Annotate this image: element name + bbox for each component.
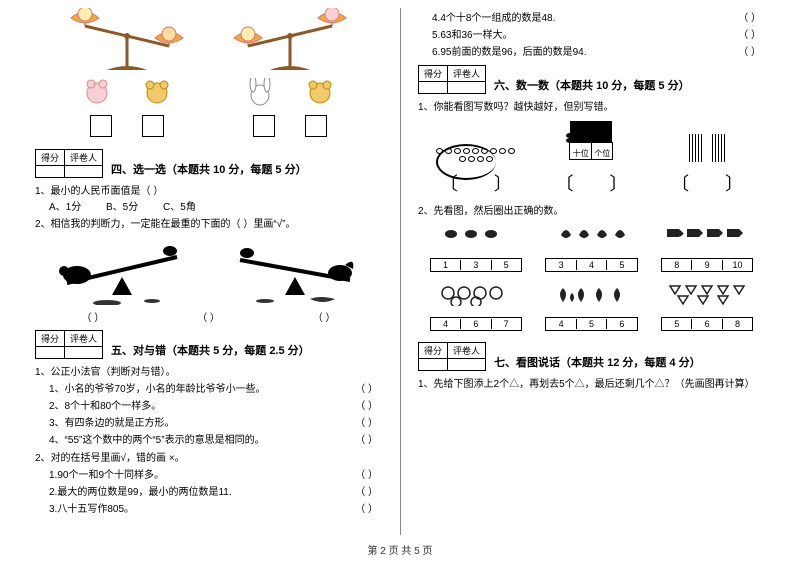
q6-1: 1、你能看图写数吗？越快越好，但别写错。	[418, 98, 765, 113]
balance-scales-figure	[45, 8, 372, 137]
picture-row-2	[418, 280, 765, 309]
number-choice-box[interactable]: 456	[545, 317, 637, 331]
number-choice-box[interactable]: 345	[545, 258, 637, 272]
score-label: 得分	[419, 343, 448, 359]
score-table: 得分评卷人	[418, 342, 486, 371]
answer-box[interactable]	[142, 115, 164, 137]
answer-box[interactable]	[305, 115, 327, 137]
animals-below-1	[57, 78, 197, 108]
grader-label: 评卷人	[448, 343, 486, 359]
answer-paren[interactable]: （ ）	[738, 43, 761, 58]
score-label: 得分	[36, 150, 65, 166]
seesaw-1	[52, 235, 192, 305]
score-table: 得分评卷人	[418, 65, 486, 94]
section-5-title: 五、对与错（本题共 5 分，每题 2.5 分）	[111, 342, 310, 359]
q7-1: 1、先给下图添上2个△，再划去5个△，最后还剩几个△？（先画图再计算）	[418, 375, 765, 390]
answer-paren[interactable]: （ ）	[81, 309, 104, 324]
number-choice-box[interactable]: 135	[430, 258, 522, 272]
q6-2: 2、先看图，然后圈出正确的数。	[418, 202, 765, 217]
q5-1-3: 3、有四条边的就是正方形。	[49, 414, 175, 429]
answer-paren[interactable]: （ ）	[738, 9, 761, 24]
picture-row-1	[418, 221, 765, 250]
q4-1: 1、最小的人民币面值是（ ）	[35, 182, 382, 197]
q5-1-2: 2、8个十和80个一样多。	[49, 397, 161, 412]
animals-below-2	[220, 78, 360, 108]
q4-1-optA: A、1分	[49, 202, 81, 213]
topright-4: 4.4个十8个一组成的数是48.	[432, 9, 555, 24]
answer-bracket[interactable]: 〔 〕	[555, 174, 627, 194]
grader-label: 评卷人	[65, 331, 103, 347]
answer-paren[interactable]: （ ）	[355, 483, 378, 498]
answer-paren[interactable]: （ ）	[355, 397, 378, 412]
count-figures: 十位 个位	[418, 118, 765, 162]
section-6-title: 六、数一数（本题共 10 分，每题 5 分）	[494, 77, 690, 94]
abacus-figure: 十位 个位	[569, 142, 613, 160]
abacus-ones-label: 个位	[592, 143, 613, 159]
number-choice-box[interactable]: 467	[430, 317, 522, 331]
number-choice-box[interactable]: 568	[661, 317, 753, 331]
answer-paren[interactable]: （ ）	[355, 466, 378, 481]
answer-paren[interactable]: （ ）	[738, 26, 761, 41]
score-label: 得分	[419, 66, 448, 82]
q5-1-1: 1、小名的爷爷70岁，小名的年龄比爷爷小一些。	[49, 380, 266, 395]
q4-1-optB: B、5分	[106, 202, 138, 213]
q4-2: 2、相信我的判断力，一定能在最重的下面的（ ）里画“√”。	[35, 215, 382, 230]
seesaw-figure	[35, 235, 382, 305]
column-divider	[400, 8, 401, 535]
topright-6: 6.95前面的数是96，后面的数是94.	[432, 43, 587, 58]
answer-paren[interactable]: （ ）	[355, 414, 378, 429]
q5-1-4: 4、“55”这个数中的两个“5”表示的意思是相同的。	[49, 431, 265, 446]
answer-box[interactable]	[253, 115, 275, 137]
q5-2: 2、对的在括号里画√，错的画 ×。	[35, 449, 382, 464]
answer-paren[interactable]: （ ）	[197, 309, 220, 324]
number-choice-box[interactable]: 8910	[661, 258, 753, 272]
q5-2-3: 3.八十五写作805。	[49, 500, 134, 515]
answer-bracket[interactable]: 〔 〕	[671, 174, 743, 194]
answer-paren[interactable]: （ ）	[313, 309, 336, 324]
section-7-title: 七、看图说话（本题共 12 分，每题 4 分）	[494, 354, 701, 371]
score-table: 得分评卷人	[35, 330, 103, 359]
seesaw-2	[225, 235, 365, 305]
grader-label: 评卷人	[448, 66, 486, 82]
page-footer: 第 2 页 共 5 页	[0, 542, 800, 557]
abacus-tens-label: 十位	[570, 143, 592, 159]
score-label: 得分	[36, 331, 65, 347]
tally-figure	[655, 118, 759, 162]
q5-2-2: 2.最大的两位数是99，最小的两位数是11.	[49, 483, 232, 498]
balance-scale-1	[57, 8, 197, 78]
q5-1: 1、公正小法官（判断对与错）。	[35, 363, 382, 378]
balance-scale-2	[220, 8, 360, 78]
answer-box[interactable]	[90, 115, 112, 137]
topright-5: 5.63和36一样大。	[432, 26, 513, 41]
grader-label: 评卷人	[65, 150, 103, 166]
score-table: 得分评卷人	[35, 149, 103, 178]
answer-paren[interactable]: （ ）	[355, 500, 378, 515]
section-4-title: 四、选一选（本题共 10 分，每题 5 分）	[111, 161, 307, 178]
q4-1-optC: C、5角	[163, 202, 196, 213]
answer-paren[interactable]: （ ）	[355, 431, 378, 446]
q5-2-1: 1.90个一和9个十同样多。	[49, 466, 164, 481]
answer-paren[interactable]: （ ）	[355, 380, 378, 395]
